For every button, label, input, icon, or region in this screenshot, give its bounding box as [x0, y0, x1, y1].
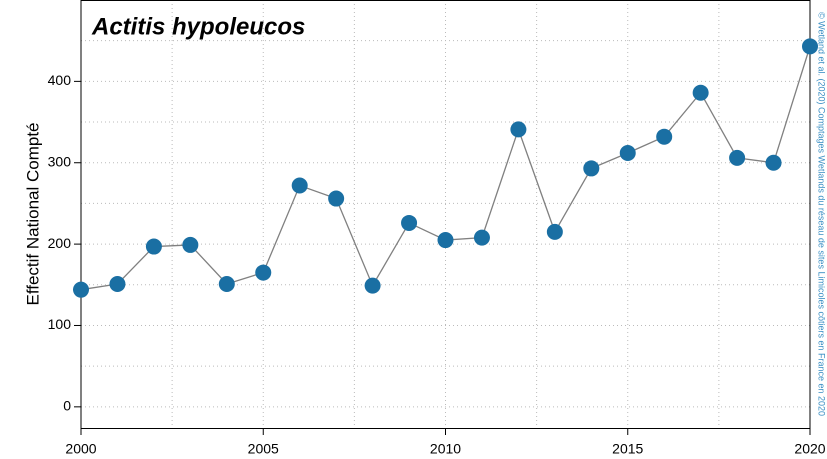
y-axis-label: Effectif National Compté: [23, 123, 42, 306]
point: [619, 144, 636, 161]
point: [145, 238, 162, 255]
y-tick-label: 200: [48, 235, 72, 251]
x-tick-label: 2010: [430, 441, 461, 457]
point: [182, 236, 199, 253]
point: [291, 177, 308, 194]
x-tick-label: 2005: [248, 441, 279, 457]
point: [109, 275, 126, 292]
point: [510, 121, 527, 138]
point: [437, 232, 454, 249]
point: [473, 229, 490, 246]
point: [692, 84, 709, 101]
y-tick-label: 400: [48, 72, 72, 88]
point: [364, 277, 381, 294]
y-tick-label: 100: [48, 316, 72, 332]
credit: © Wetland et al. (2020) Comptages Wetlan…: [817, 12, 827, 416]
point: [546, 223, 563, 240]
point: [401, 214, 418, 231]
point: [729, 149, 746, 166]
point: [73, 281, 89, 298]
x-tick-label: 2020: [794, 441, 825, 457]
point: [802, 38, 818, 55]
x-tick-label: 2015: [612, 441, 643, 457]
point: [765, 154, 782, 171]
y-tick-label: 0: [63, 398, 71, 414]
y-tick-label: 300: [48, 153, 72, 169]
point: [255, 264, 272, 281]
point: [328, 190, 345, 207]
x-tick-label: 2000: [65, 441, 96, 457]
point: [218, 275, 235, 292]
chart-title: Actitis hypoleucos: [91, 13, 305, 40]
point: [656, 128, 673, 145]
point: [583, 160, 600, 177]
